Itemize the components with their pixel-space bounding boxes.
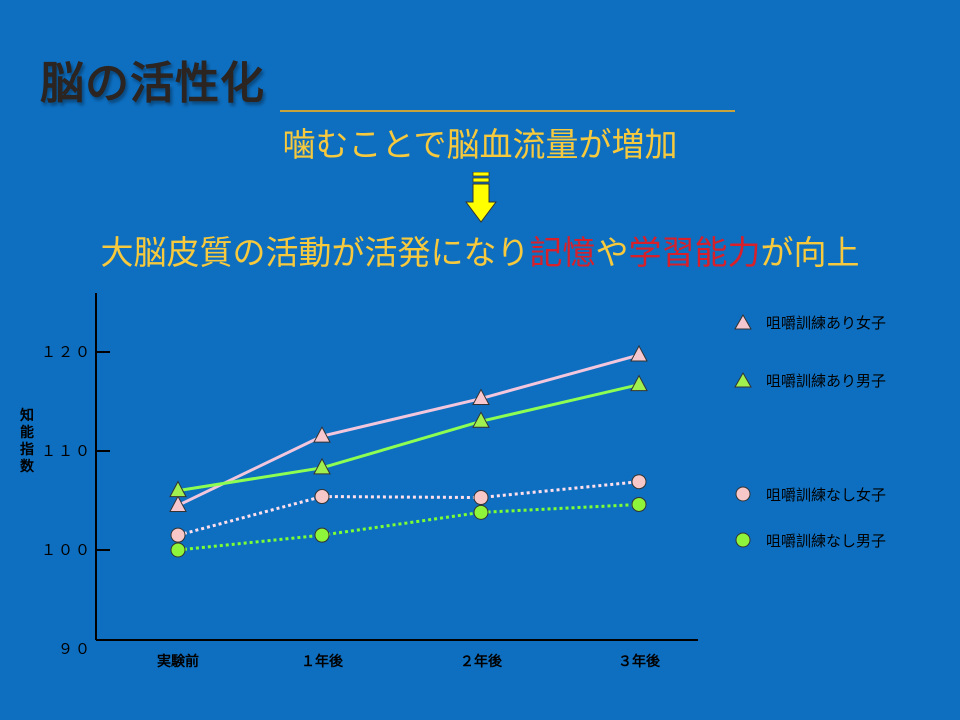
legend-item: 咀嚼訓練なし男子 [734, 528, 886, 552]
data-point-circle [473, 490, 489, 506]
headline-blood-flow: 噛むことで脳血流量が増加 [282, 125, 678, 164]
series-line [177, 383, 640, 493]
series-line [177, 480, 640, 537]
legend-item: 咀嚼訓練あり女子 [734, 310, 886, 334]
y-tick-label: １２０ [41, 343, 92, 361]
legend-label: 咀嚼訓練あり男子 [766, 371, 887, 390]
data-point-triangle [630, 344, 648, 362]
down-arrow-icon [465, 172, 497, 223]
data-point-triangle [630, 374, 648, 392]
series-line [177, 353, 640, 507]
legend-item: 咀嚼訓練なし女子 [734, 482, 886, 506]
x-tick-label: ３年後 [618, 653, 661, 670]
data-point-circle [473, 504, 489, 520]
title-divider [280, 110, 735, 112]
headline-part: 大脳皮質の活動が活発になり [100, 233, 530, 272]
headline-cortex-activation: 大脳皮質の活動が活発になり記憶や学習能力が向上 [0, 226, 960, 274]
data-point-triangle [169, 480, 187, 498]
circle-marker-icon [735, 486, 751, 502]
data-point-circle [314, 527, 330, 543]
legend-label: 咀嚼訓練あり女子 [766, 313, 887, 332]
data-point-triangle [313, 457, 331, 475]
data-point-triangle [472, 388, 490, 406]
x-tick-label: ２年後 [460, 653, 503, 670]
highlight-learning-ability: 学習能力 [628, 233, 761, 272]
data-point-circle [631, 496, 647, 512]
headline-part: が向上 [760, 233, 860, 272]
data-point-circle [170, 542, 186, 558]
data-point-circle [314, 489, 330, 505]
x-tick-label: １年後 [301, 653, 344, 670]
x-tick-label: 実験前 [157, 653, 199, 670]
data-point-triangle [313, 426, 331, 443]
legend-label: 咀嚼訓練なし女子 [766, 485, 887, 504]
data-point-triangle [472, 411, 490, 428]
data-point-circle [631, 474, 647, 490]
legend-label: 咀嚼訓練なし男子 [766, 531, 887, 550]
triangle-marker-icon [734, 372, 752, 388]
data-point-triangle [169, 495, 187, 512]
triangle-marker-icon [734, 314, 752, 330]
headline-part: や [595, 233, 629, 272]
slide-title: 脳の活性化 [40, 58, 265, 109]
data-point-circle [170, 527, 186, 543]
y-axis-label: 知能指数 [20, 408, 34, 475]
series-line [177, 502, 640, 552]
y-tick-label: ９０ [58, 640, 92, 658]
chart-legend: 咀嚼訓練あり女子 咀嚼訓練あり男子 咀嚼訓練なし女子 咀嚼訓練なし男子 [734, 0, 960, 720]
y-tick-label: １１０ [41, 442, 92, 460]
legend-item: 咀嚼訓練あり男子 [734, 368, 886, 392]
highlight-memory: 記憶 [529, 233, 596, 272]
y-tick-label: １００ [41, 541, 92, 559]
circle-marker-icon [735, 532, 751, 548]
